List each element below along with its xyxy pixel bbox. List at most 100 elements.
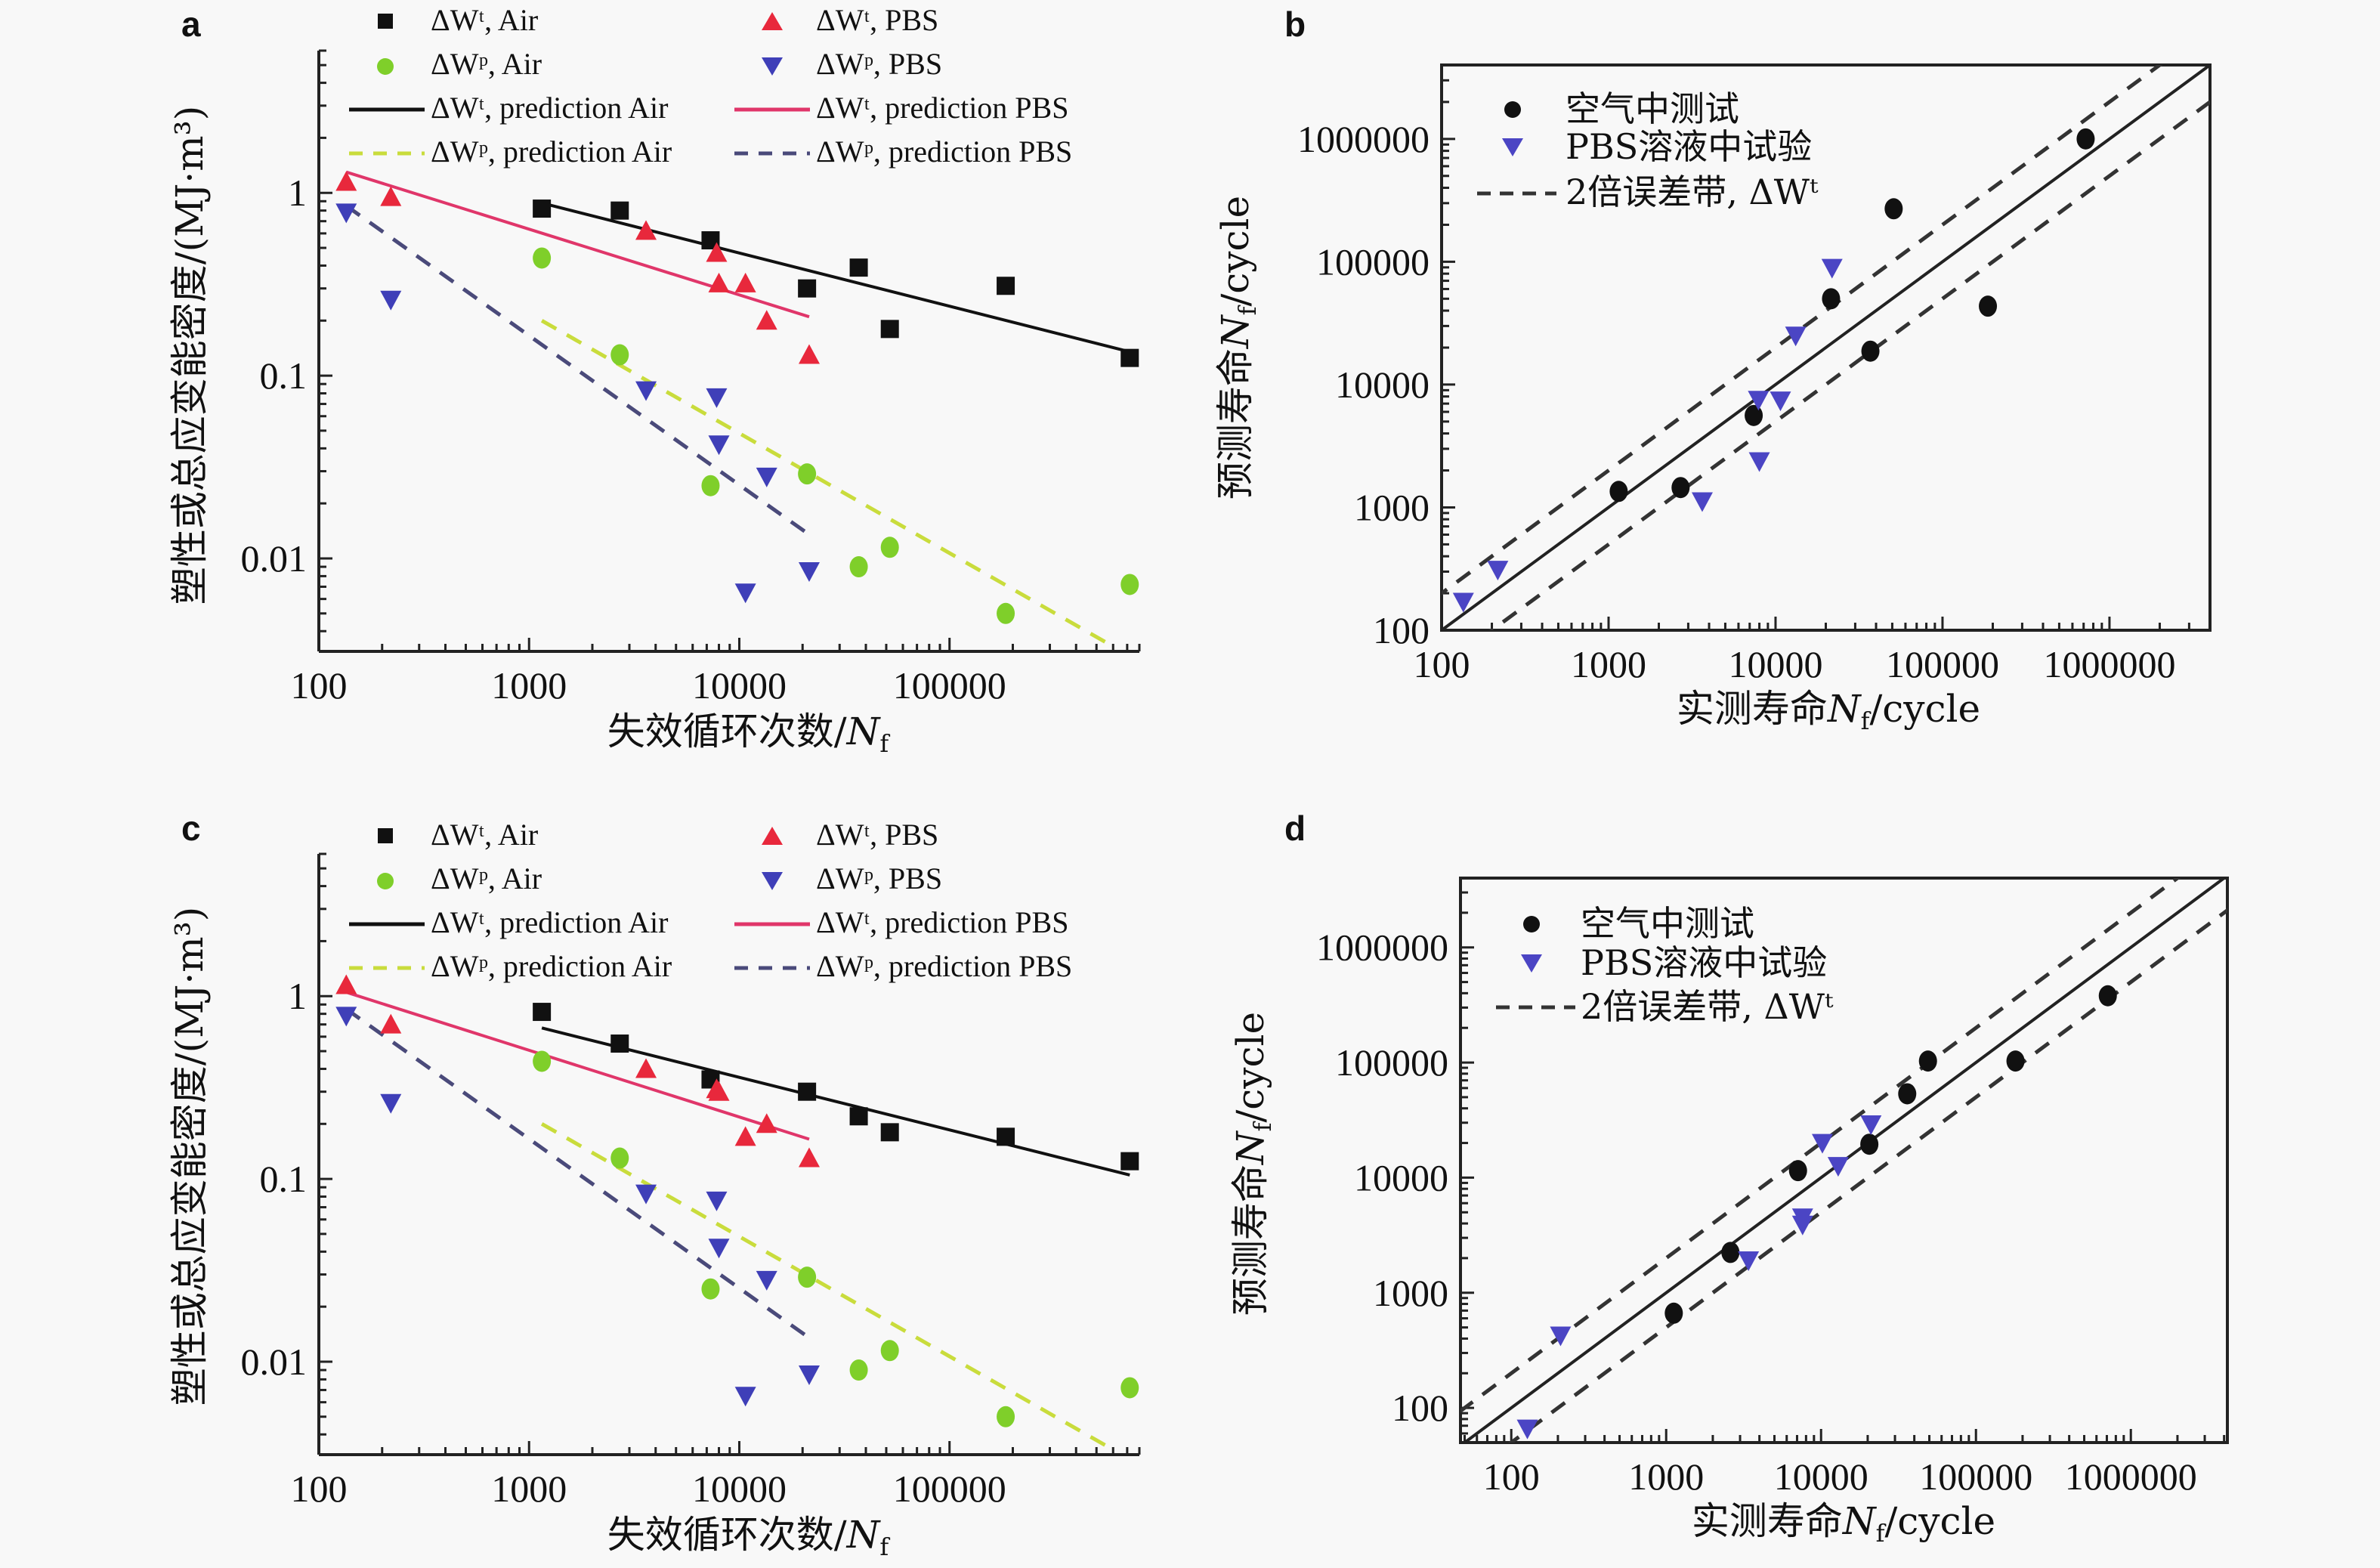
y-tick-label: 1000 xyxy=(1373,1272,1448,1314)
data-point-triangle-down xyxy=(798,1365,820,1386)
x-tick-label: 1000 xyxy=(491,664,567,707)
y-tick-label: 0.1 xyxy=(260,1158,308,1200)
y-tick-label: 0.01 xyxy=(241,1341,308,1383)
x-tick-label: 10000 xyxy=(1774,1455,1868,1498)
legend-label-wp-pbs: ΔWᵖ, PBS xyxy=(816,861,942,895)
data-point-triangle-up xyxy=(798,1147,820,1167)
x-axis-title-subscript: f xyxy=(1861,707,1872,735)
data-point-circle xyxy=(1979,295,1998,317)
y-tick-label: 100000 xyxy=(1316,240,1430,283)
y-axis-title-subscript: f xyxy=(1248,1121,1277,1131)
line-wt-prediction-air xyxy=(541,201,1130,354)
panel-c-plot: 100 1000 10000 100000 0.01 0.1 1 xyxy=(241,852,1141,1510)
data-point-triangle-up xyxy=(756,310,777,330)
data-point-circle xyxy=(798,1266,817,1288)
data-point-triangle-down xyxy=(708,435,730,456)
legend-label-wt-pred-pbs: ΔWᵗ, prediction PBS xyxy=(816,91,1068,125)
data-point-circle xyxy=(997,602,1015,624)
x-tick-label: 100000 xyxy=(1919,1455,2032,1498)
data-point-square xyxy=(1120,348,1139,367)
x-tick-label: 100000 xyxy=(893,1467,1006,1510)
x-axis-title-d: 实测寿命Nf/cycle xyxy=(1692,1499,1995,1548)
data-point-circle xyxy=(610,1147,629,1169)
data-point-triangle-down xyxy=(1738,1251,1760,1271)
line-wt-prediction-pbs xyxy=(345,170,810,319)
data-point-triangle-up xyxy=(734,1126,756,1146)
line-2-wt xyxy=(1442,65,2163,596)
y-tick-label: 100000 xyxy=(1335,1041,1448,1084)
legend-label-wt-pbs: ΔWᵗ, PBS xyxy=(816,3,938,37)
x-tick-label: 100 xyxy=(291,1467,348,1510)
plot-frame xyxy=(1459,877,2229,1444)
data-point-circle xyxy=(849,1359,868,1381)
data-point-square xyxy=(880,1123,899,1142)
data-point-circle xyxy=(1671,477,1690,499)
data-point-triangle-down xyxy=(1827,1157,1849,1177)
legend-label-air: 空气中测试 xyxy=(1566,88,1739,129)
data-point-circle xyxy=(610,344,629,366)
x-axis-title-text: 实测寿命 xyxy=(1677,687,1828,731)
legend-label-wp-pred-pbs: ΔWᵖ, prediction PBS xyxy=(816,949,1072,983)
x-tick-label: 1000000 xyxy=(2065,1455,2197,1498)
legend-marker-wt-air xyxy=(378,828,393,843)
legend-marker-wp-air xyxy=(377,58,394,75)
panel-label-d: d xyxy=(1284,809,1306,848)
legend-label-pbs: PBS溶液中试验 xyxy=(1566,126,1812,167)
line-wp-prediction-air xyxy=(540,1122,1114,1452)
legend-marker-air xyxy=(1523,916,1540,932)
data-point-square xyxy=(610,1035,629,1053)
x-tick-label: 1000 xyxy=(491,1467,567,1510)
data-point-square xyxy=(997,277,1015,295)
line-2-wt-lower xyxy=(1488,99,2210,630)
x-axis-title-symbol: N xyxy=(1842,1499,1878,1543)
y-tick-label: 0.1 xyxy=(260,354,308,397)
data-point-triangle-down xyxy=(706,1191,728,1211)
x-tick-label: 1000 xyxy=(1628,1455,1704,1498)
data-point-triangle-down xyxy=(380,1093,402,1114)
line-wp-prediction-air xyxy=(540,319,1114,648)
x-tick-label: 10000 xyxy=(692,664,787,707)
data-point-triangle-down xyxy=(335,203,357,224)
data-point-circle xyxy=(1120,574,1139,595)
legend-marker-air xyxy=(1504,101,1521,118)
y-tick-label: 1 xyxy=(288,975,307,1017)
data-point-triangle-down xyxy=(1811,1133,1833,1154)
data-point-square xyxy=(849,1107,868,1126)
x-axis-title-symbol: N xyxy=(846,1513,882,1557)
data-point-triangle-down xyxy=(1821,258,1843,279)
x-tick-label: 100000 xyxy=(1886,643,1999,685)
x-tick-label: 10000 xyxy=(1728,643,1822,685)
y-tick-label: 1 xyxy=(288,172,307,214)
data-point-triangle-up xyxy=(635,1058,657,1078)
legend-label-wt-pbs: ΔWᵗ, PBS xyxy=(816,818,938,852)
data-point-triangle-down xyxy=(1791,1208,1813,1229)
legend-label-air: 空气中测试 xyxy=(1581,903,1754,944)
legend-panel-b: 空气中测试 PBS溶液中试验 2倍误差带, ΔWᵗ xyxy=(1477,88,1819,212)
panel-a-plot: 100 1000 10000 100000 0.01 0.1 1 xyxy=(241,49,1141,707)
data-point-circle xyxy=(533,247,552,269)
line-2-wt xyxy=(1460,878,2181,1414)
data-point-triangle-up xyxy=(335,171,357,191)
legend-marker-wt-pbs xyxy=(762,827,783,845)
data-point-triangle-up xyxy=(734,272,756,292)
x-axis-title-text: 失效循环次数/ xyxy=(607,1513,847,1557)
data-point-circle xyxy=(1664,1302,1683,1324)
x-axis-title-subscript: f xyxy=(879,1532,890,1561)
data-point-square xyxy=(533,199,552,218)
data-point-triangle-down xyxy=(335,1007,357,1027)
data-point-circle xyxy=(880,537,899,558)
data-point-triangle-up xyxy=(708,272,730,292)
legend-label-wt-pred-air: ΔWᵗ, prediction Air xyxy=(431,905,668,939)
legend-label-wp-air: ΔWᵖ, Air xyxy=(431,861,542,895)
line-wp-prediction-pbs xyxy=(345,1007,811,1340)
line-2-wt-lower xyxy=(1508,908,2227,1443)
x-axis-title-symbol: N xyxy=(846,710,882,753)
data-point-circle xyxy=(2098,985,2117,1007)
legend-marker-pbs xyxy=(1521,954,1542,973)
legend-marker-wp-pbs xyxy=(762,872,783,890)
x-axis-title-b: 实测寿命Nf/cycle xyxy=(1677,687,1980,735)
legend-label-wp-pbs: ΔWᵖ, PBS xyxy=(816,47,942,81)
data-point-square xyxy=(1120,1152,1139,1171)
data-point-triangle-down xyxy=(756,1270,777,1291)
